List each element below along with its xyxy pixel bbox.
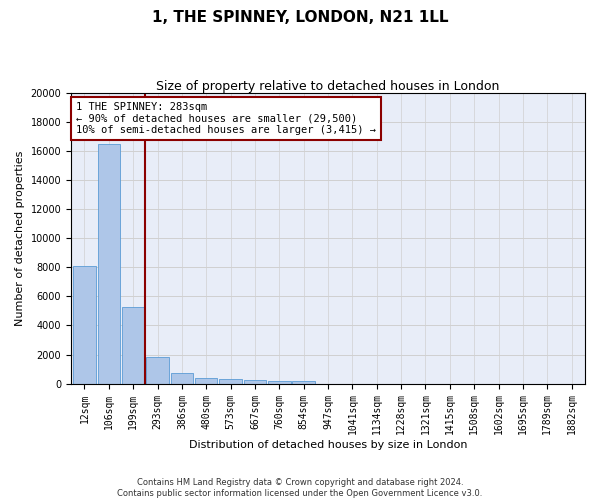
Bar xyxy=(268,381,290,384)
Bar xyxy=(73,266,95,384)
Text: 1 THE SPINNEY: 283sqm
← 90% of detached houses are smaller (29,500)
10% of semi-: 1 THE SPINNEY: 283sqm ← 90% of detached … xyxy=(76,102,376,135)
Y-axis label: Number of detached properties: Number of detached properties xyxy=(15,150,25,326)
Bar xyxy=(146,356,169,384)
Bar xyxy=(292,382,315,384)
Bar xyxy=(195,378,217,384)
X-axis label: Distribution of detached houses by size in London: Distribution of detached houses by size … xyxy=(189,440,467,450)
Text: Contains HM Land Registry data © Crown copyright and database right 2024.
Contai: Contains HM Land Registry data © Crown c… xyxy=(118,478,482,498)
Bar xyxy=(220,380,242,384)
Bar xyxy=(122,306,145,384)
Title: Size of property relative to detached houses in London: Size of property relative to detached ho… xyxy=(157,80,500,93)
Text: 1, THE SPINNEY, LONDON, N21 1LL: 1, THE SPINNEY, LONDON, N21 1LL xyxy=(152,10,448,25)
Bar xyxy=(170,374,193,384)
Bar xyxy=(244,380,266,384)
Bar xyxy=(98,144,120,384)
